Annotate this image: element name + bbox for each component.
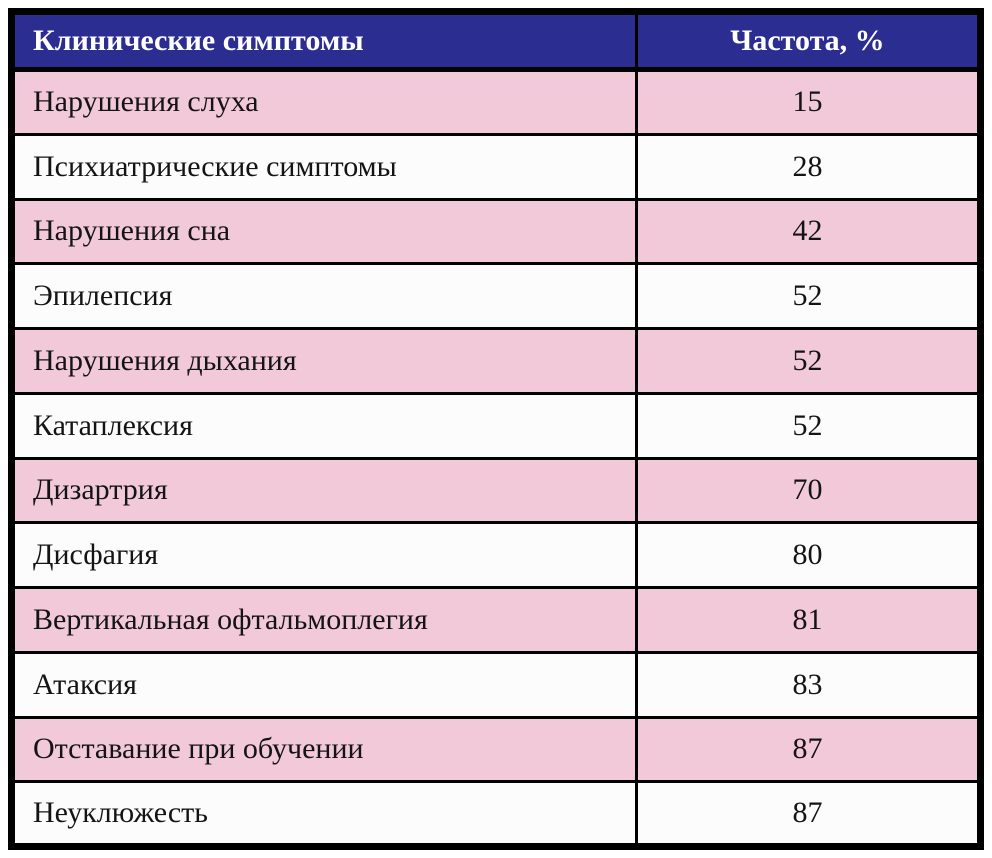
symptom-cell: Неуклюжесть [10,780,638,848]
table-row: Дизартрия 70 [10,456,982,525]
frequency-cell: 52 [635,327,982,395]
header-row: Клинические симптомы Частота, % [10,10,982,72]
table-row: Вертикальная офтальмоплегия 81 [10,586,982,654]
frequency-cell: 52 [635,391,982,460]
frequency-cell: 87 [635,780,982,848]
table-row: Катаплексия 52 [10,391,982,460]
symptom-cell: Нарушения дыхания [10,327,638,395]
table-row: Отставание при обучении 87 [10,715,982,784]
table-row: Нарушения дыхания 52 [10,327,982,395]
table-row: Эпилепсия 52 [10,262,982,330]
table-row: Атаксия 83 [10,650,982,719]
table-row: Неуклюжесть 87 [10,780,982,848]
frequency-cell: 52 [635,262,982,330]
frequency-cell: 83 [635,650,982,719]
symptom-cell: Катаплексия [10,391,638,460]
table-row: Нарушения сна 42 [10,197,982,266]
table-body: Нарушения слуха 15 Психиатрические симпт… [10,68,982,848]
header-cell-symptoms: Клинические симптомы [10,10,638,72]
table-row: Психиатрические симптомы 28 [10,132,982,201]
symptom-cell: Атаксия [10,650,638,719]
symptom-cell: Психиатрические симптомы [10,132,638,201]
table-header: Клинические симптомы Частота, % [10,10,982,72]
symptom-cell: Дизартрия [10,456,638,525]
symptom-cell: Дисфагия [10,521,638,589]
frequency-cell: 42 [635,197,982,266]
frequency-cell: 80 [635,521,982,589]
frequency-cell: 28 [635,132,982,201]
symptom-cell: Вертикальная офтальмоплегия [10,586,638,654]
frequency-cell: 87 [635,715,982,784]
header-cell-frequency: Частота, % [635,10,982,72]
symptom-cell: Нарушения сна [10,197,638,266]
symptom-cell: Нарушения слуха [10,68,638,136]
table-row: Нарушения слуха 15 [10,68,982,136]
table-row: Дисфагия 80 [10,521,982,589]
clinical-symptoms-table: Клинические симптомы Частота, % Нарушени… [8,8,984,850]
symptom-cell: Эпилепсия [10,262,638,330]
frequency-cell: 70 [635,456,982,525]
frequency-cell: 81 [635,586,982,654]
symptom-cell: Отставание при обучении [10,715,638,784]
frequency-cell: 15 [635,68,982,136]
